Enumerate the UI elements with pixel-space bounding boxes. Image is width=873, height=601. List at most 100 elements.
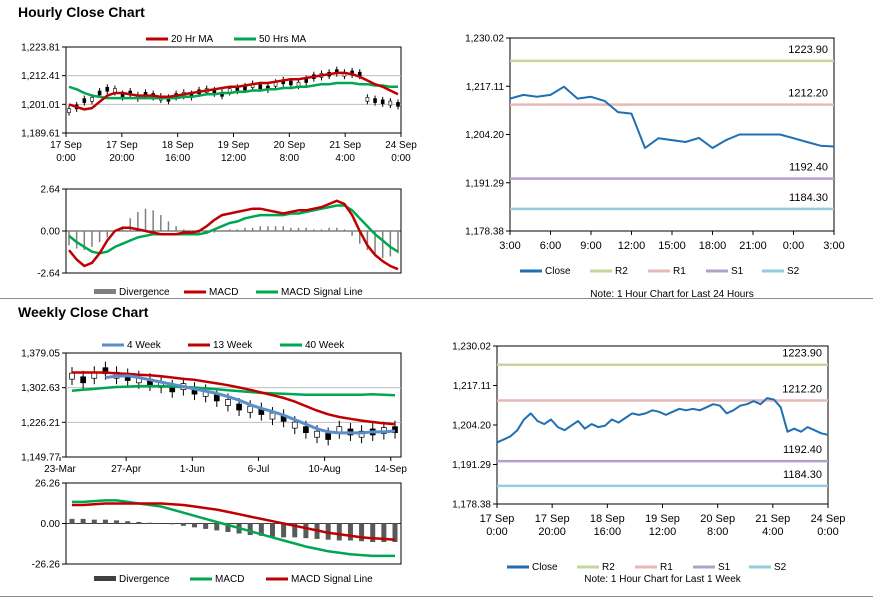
- hourly-levels-xtick-label: 9:00: [580, 240, 601, 252]
- weekly-levels-xtick-label: 17 Sep: [535, 513, 570, 525]
- weekly-levels-xtick-label: 4:00: [762, 526, 783, 538]
- hourly-price-legend-label: 50 Hrs MA: [259, 34, 307, 45]
- weekly-divergence-bar: [303, 523, 309, 539]
- weekly-levels-xtick-label: 21 Sep: [755, 513, 790, 525]
- hourly-price-xtick-label: 12:00: [221, 153, 246, 164]
- hourly-levels-close-line: [509, 85, 835, 149]
- weekly-price-ytick-label: 1,149.77: [21, 453, 60, 464]
- weekly-divergence-bar: [125, 521, 131, 524]
- hourly-levels-xtick-label: 3:00: [823, 240, 844, 252]
- weekly-levels-legend-label: R1: [660, 562, 673, 573]
- hourly-macd-legend-swatch: [94, 289, 116, 294]
- hourly-price-legend-label: 20 Hr MA: [171, 34, 214, 45]
- weekly-divergence-bar: [214, 523, 220, 531]
- weekly-candle-body: [291, 421, 298, 429]
- hourly-price-xtick-label: 0:00: [391, 153, 411, 164]
- weekly-levels-xtick-label: 19 Sep: [645, 513, 680, 525]
- weekly-candle-body: [325, 433, 332, 440]
- candle-body: [373, 98, 377, 103]
- weekly-macd-ytick-label: 0.00: [41, 519, 61, 530]
- hourly-price-xtick-label: 21 Sep: [329, 140, 361, 151]
- hourly-price-ytick-label: 1,223.81: [21, 43, 60, 54]
- weekly-levels-xtick-label: 0:00: [817, 526, 838, 538]
- weekly-candle-body: [213, 394, 220, 402]
- weekly-divergence-bar: [169, 523, 175, 525]
- weekly-price-legend-label: 40 Week: [305, 340, 345, 351]
- hourly-levels-xtick-label: 3:00: [499, 240, 520, 252]
- weekly-candle-body: [269, 412, 276, 420]
- weekly-divergence-bar: [114, 520, 120, 524]
- weekly-candle-body: [303, 426, 309, 434]
- hourly-section-title: Hourly Close Chart: [18, 4, 145, 20]
- weekly-divergence-bar: [69, 518, 75, 524]
- weekly-divergence-bar: [136, 521, 142, 524]
- weekly-price-xtick-label: 1-Jun: [180, 464, 205, 475]
- weekly-price-xtick-label: 14-Sep: [375, 464, 408, 475]
- weekly-macd-signal-line: [72, 502, 396, 541]
- weekly-levels-level-label: 1184.30: [783, 469, 822, 481]
- hourly-levels-ytick-label: 1,191.29: [465, 178, 504, 189]
- weekly-divergence-bar: [247, 523, 253, 536]
- weekly-levels-close-line: [496, 397, 829, 444]
- weekly-divergence-bar: [392, 523, 398, 543]
- weekly-levels-ytick-label: 1,230.02: [452, 342, 491, 353]
- hourly-levels-plot-frame: [509, 37, 835, 232]
- hourly-price-ytick-label: 1,201.01: [21, 100, 60, 111]
- weekly-divergence-bar: [258, 523, 264, 536]
- weekly-divergence-bar: [180, 523, 186, 526]
- hourly-levels-legend-label: S1: [731, 266, 744, 277]
- hourly-macd-ytick-label: 0.00: [41, 227, 61, 238]
- hourly-levels-legend-label: R1: [673, 266, 686, 277]
- weekly-candle-body: [236, 403, 242, 411]
- weekly-price-plot-frame: [65, 352, 402, 458]
- hourly-levels-ytick-label: 1,217.11: [466, 82, 505, 93]
- hourly-levels-ytick-label: 1,230.02: [465, 34, 504, 45]
- weekly-price-xtick-label: 23-Mar: [44, 464, 76, 475]
- weekly-section-title: Weekly Close Chart: [18, 304, 149, 320]
- hourly-levels-xtick-label: 21:00: [739, 240, 767, 252]
- weekly-price-ytick-label: 1,379.05: [21, 349, 60, 360]
- weekly-levels-ytick-label: 1,217.11: [453, 381, 492, 392]
- candle-body: [388, 100, 393, 106]
- hourly-levels-level-label: 1184.30: [789, 192, 828, 204]
- candle-body: [105, 86, 110, 92]
- candle-body: [289, 80, 293, 86]
- weekly-levels-legend-label: S2: [774, 562, 787, 573]
- weekly-levels-legend-label: Close: [532, 562, 558, 573]
- weekly-levels-level-label: 1223.90: [782, 348, 822, 360]
- hourly-levels-xtick-label: 12:00: [618, 240, 646, 252]
- weekly-levels-level-label: 1192.40: [783, 444, 822, 456]
- weekly-candle-body: [80, 376, 86, 384]
- weekly-divergence-bar: [225, 523, 231, 532]
- macd-line: [68, 199, 399, 271]
- weekly-divergence-bar: [359, 523, 365, 542]
- weekly-candle-body: [392, 426, 398, 434]
- weekly-price-legend-label: 4 Week: [127, 340, 162, 351]
- hourly-price-xtick-label: 20 Sep: [273, 140, 305, 151]
- hourly-price-xtick-label: 4:00: [335, 153, 355, 164]
- hourly-price-xtick-label: 17 Sep: [106, 140, 138, 151]
- weekly-levels-xtick-label: 16:00: [594, 526, 622, 538]
- hourly-levels-xtick-label: 0:00: [783, 240, 804, 252]
- weekly-macd-legend-label: MACD Signal Line: [291, 574, 373, 585]
- weekly-price-legend-label: 13 Week: [213, 340, 253, 351]
- hourly-levels-xtick-label: 15:00: [658, 240, 686, 252]
- hourly-macd-legend-label: MACD: [209, 287, 238, 298]
- weekly-divergence-bar: [292, 523, 298, 538]
- hourly-price-xtick-label: 8:00: [280, 153, 300, 164]
- hourly-price-ytick-label: 1,212.41: [21, 71, 60, 82]
- weekly-price-ytick-label: 1,226.21: [21, 418, 60, 429]
- hourly-price-xtick-label: 16:00: [165, 153, 190, 164]
- hourly-levels-plot-border: [509, 37, 835, 232]
- weekly-macd-line: [72, 499, 395, 558]
- hourly-levels-level-label: 1212.20: [788, 88, 828, 100]
- hourly-price-xtick-label: 18 Sep: [162, 140, 194, 151]
- weekly-price-xtick-label: 27-Apr: [111, 464, 142, 475]
- hourly-price-xtick-label: 24 Sep: [385, 140, 417, 151]
- weekly-divergence-bar: [80, 518, 86, 524]
- ma-20-line: [68, 71, 399, 111]
- weekly-levels-xtick-label: 20:00: [538, 526, 566, 538]
- weekly-levels-xtick-label: 8:00: [707, 526, 728, 538]
- weekly-price-ytick-label: 1,302.63: [21, 383, 60, 394]
